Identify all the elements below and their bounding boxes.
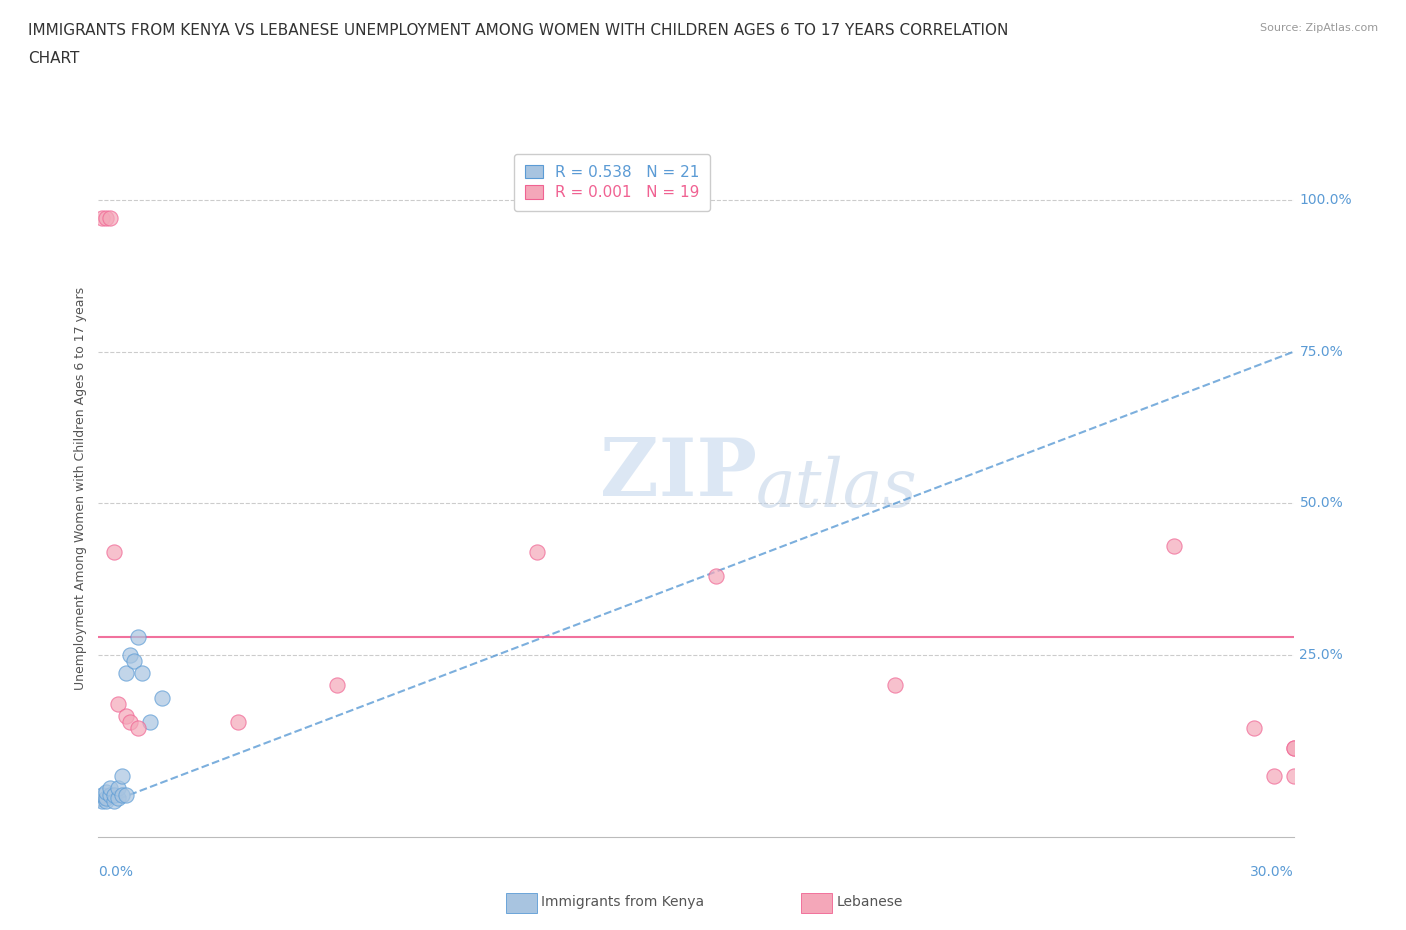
Text: 100.0%: 100.0% <box>1299 193 1353 207</box>
Text: 0.0%: 0.0% <box>98 865 134 879</box>
Point <box>96 211 118 226</box>
Point <box>103 544 125 559</box>
Text: 50.0%: 50.0% <box>1299 497 1343 511</box>
Point <box>107 790 129 805</box>
Point <box>91 787 114 802</box>
Point <box>107 697 129 711</box>
Text: Immigrants from Kenya: Immigrants from Kenya <box>541 895 704 910</box>
Legend: R = 0.538   N = 21, R = 0.001   N = 19: R = 0.538 N = 21, R = 0.001 N = 19 <box>515 154 710 211</box>
Point <box>91 211 114 226</box>
Point <box>150 690 173 705</box>
Text: 30.0%: 30.0% <box>1250 865 1294 879</box>
Point <box>96 793 118 808</box>
Point <box>107 781 129 796</box>
Point <box>226 714 249 729</box>
Point <box>111 769 134 784</box>
Point <box>115 666 138 681</box>
Point <box>96 784 118 799</box>
Text: IMMIGRANTS FROM KENYA VS LEBANESE UNEMPLOYMENT AMONG WOMEN WITH CHILDREN AGES 6 : IMMIGRANTS FROM KENYA VS LEBANESE UNEMPL… <box>28 23 1008 38</box>
Point <box>124 654 146 669</box>
Point <box>127 721 149 736</box>
Point <box>1282 740 1305 755</box>
Point <box>98 211 122 226</box>
Text: CHART: CHART <box>28 51 80 66</box>
Point <box>326 678 349 693</box>
Point <box>120 714 142 729</box>
Point <box>103 787 125 802</box>
Point <box>1282 769 1305 784</box>
Point <box>884 678 907 693</box>
Point <box>704 569 727 584</box>
Point <box>131 666 153 681</box>
Point <box>139 714 162 729</box>
Point <box>115 787 138 802</box>
Text: ZIP: ZIP <box>600 435 758 513</box>
Text: 25.0%: 25.0% <box>1299 648 1343 662</box>
Point <box>1163 538 1185 553</box>
Point <box>1282 740 1305 755</box>
Point <box>526 544 548 559</box>
Text: 75.0%: 75.0% <box>1299 345 1343 359</box>
Text: Source: ZipAtlas.com: Source: ZipAtlas.com <box>1260 23 1378 33</box>
Point <box>91 793 114 808</box>
Point <box>96 790 118 805</box>
Text: atlas: atlas <box>756 456 918 521</box>
Text: Lebanese: Lebanese <box>837 895 903 910</box>
Point <box>98 781 122 796</box>
Point <box>1243 721 1265 736</box>
Point <box>120 647 142 662</box>
Y-axis label: Unemployment Among Women with Children Ages 6 to 17 years: Unemployment Among Women with Children A… <box>75 286 87 690</box>
Point <box>103 793 125 808</box>
Point <box>1263 769 1285 784</box>
Point <box>127 630 149 644</box>
Point <box>111 787 134 802</box>
Point <box>98 787 122 802</box>
Point <box>115 709 138 724</box>
